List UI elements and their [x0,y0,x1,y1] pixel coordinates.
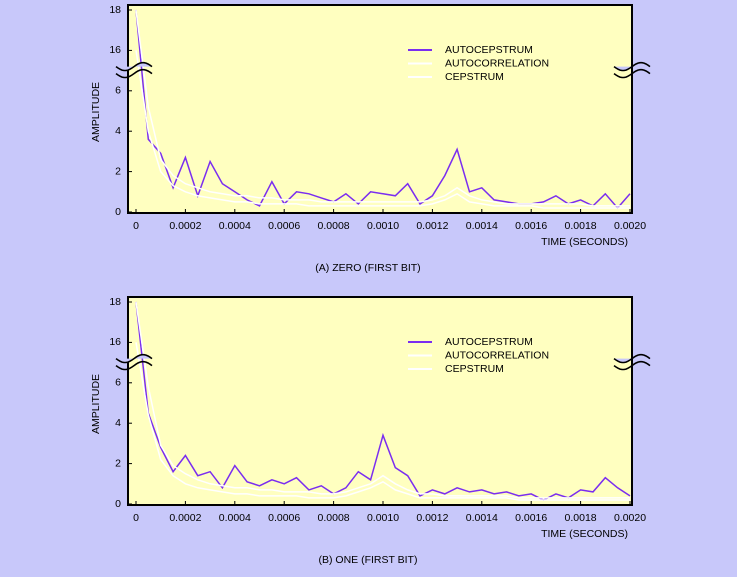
legend-label: AUTOCEPSTRUM [445,336,533,348]
legend-label: CEPSTRUM [445,363,504,375]
axis-break-line [115,353,153,364]
x-tick-label: 0 [133,512,139,524]
axis-break-line [613,68,651,79]
x-tick-label: 0.0020 [614,220,646,232]
axis-break-line [613,61,651,72]
y-tick-label: 2 [115,457,121,469]
y-tick-label: 18 [109,296,121,308]
series-line [135,9,630,207]
x-tick-label: 0.0010 [367,220,399,232]
x-axis-label: TIME (SECONDS) [541,236,628,248]
y-tick-label: 4 [115,417,121,429]
legend-label: CEPSTRUM [445,71,504,83]
x-tick-label: 0.0006 [268,512,300,524]
x-tick-label: 0.0018 [565,512,597,524]
x-tick-label: 0.0016 [515,220,547,232]
plot-area [127,4,633,214]
x-tick-label: 0.0006 [268,220,300,232]
axis-break-line [613,353,651,364]
x-tick-label: 0.0004 [219,512,251,524]
axis-break-line [115,360,153,371]
x-tick-label: 0.0014 [466,220,498,232]
y-tick-label: 18 [109,4,121,16]
x-tick-label: 0 [133,220,139,232]
series-line [135,342,630,501]
legend-label: AUTOCORRELATION [445,57,549,69]
legend-label: AUTOCORRELATION [445,349,549,361]
y-tick-label: 16 [109,336,121,348]
y-tick-label: 6 [115,377,121,389]
x-tick-label: 0.0018 [565,220,597,232]
y-axis-label: AMPLITUDE [90,82,102,142]
x-tick-label: 0.0020 [614,512,646,524]
x-tick-label: 0.0010 [367,512,399,524]
y-tick-label: 0 [115,498,121,510]
x-tick-label: 0.0014 [466,512,498,524]
axis-break-line [115,61,153,72]
caption: (B) ONE (FIRST BIT) [319,554,418,566]
y-axis-label: AMPLITUDE [90,374,102,434]
series-line [135,9,631,210]
legend-label: AUTOCEPSTRUM [445,44,533,56]
x-tick-label: 0.0002 [169,512,201,524]
axis-break-line [115,68,153,79]
plot-area [127,296,633,506]
y-tick-label: 0 [115,206,121,218]
x-tick-label: 0.0008 [318,512,350,524]
series-line [135,50,630,209]
axis-break-line [613,360,651,371]
x-tick-label: 0.0016 [515,512,547,524]
x-tick-label: 0.0012 [416,220,448,232]
x-tick-label: 0.0012 [416,512,448,524]
x-tick-label: 0.0008 [318,220,350,232]
x-tick-label: 0.0002 [169,220,201,232]
y-tick-label: 16 [109,44,121,56]
caption: (A) ZERO (FIRST BIT) [315,262,420,274]
x-tick-label: 0.0004 [219,220,251,232]
y-tick-label: 2 [115,165,121,177]
x-axis-label: TIME (SECONDS) [541,528,628,540]
y-tick-label: 4 [115,125,121,137]
series-line [135,301,630,499]
y-tick-label: 6 [115,85,121,97]
